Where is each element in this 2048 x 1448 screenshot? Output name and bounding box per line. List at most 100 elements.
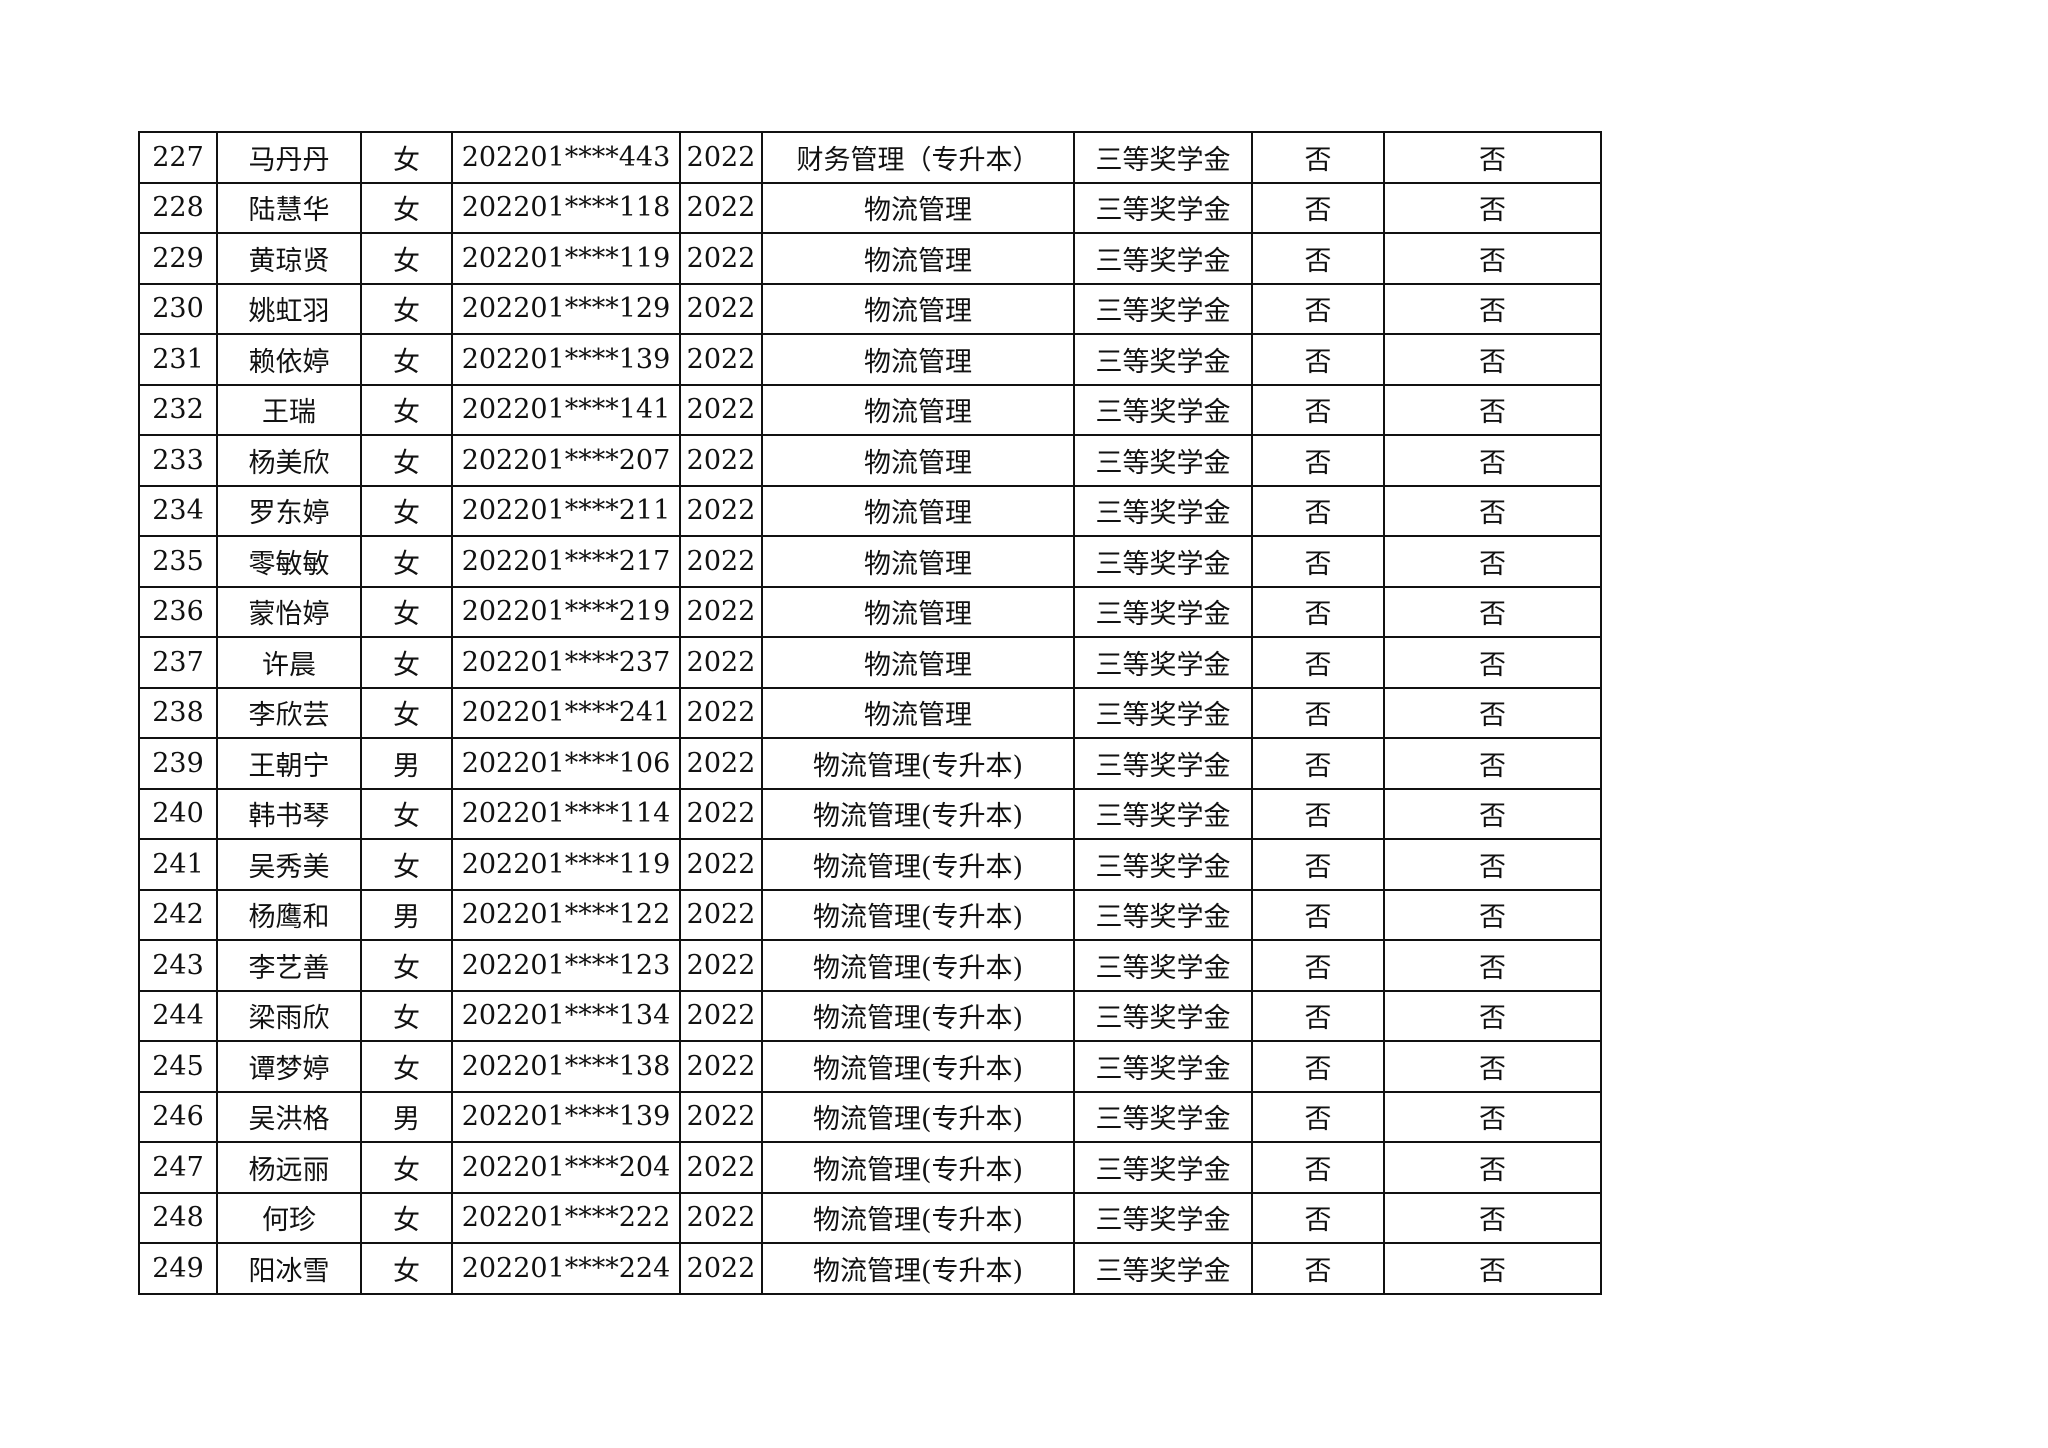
cell-student-id: 202201****114	[451, 787, 681, 840]
cell-student-id: 202201****138	[451, 1040, 681, 1093]
cell-field-b: 否	[1383, 383, 1602, 436]
cell-scholarship-level: 三等奖学金	[1073, 181, 1253, 234]
cell-student-name: 陆慧华	[216, 181, 362, 234]
cell-field-a: 否	[1251, 1090, 1385, 1143]
cell-student-name: 阳冰雪	[216, 1242, 362, 1295]
cell-student-id: 202201****129	[451, 282, 681, 335]
table-row: 245 谭梦婷女 202201****138 2022 物流管理(专升本) 三等奖学金否否	[138, 1040, 1602, 1093]
cell-student-name: 姚虹羽	[216, 282, 362, 335]
cell-major: 物流管理	[761, 636, 1075, 689]
table-row: 236 蒙怡婷女 202201****219 2022 物流管理 三等奖学金否否	[138, 585, 1602, 638]
cell-student-name: 零敏敏	[216, 535, 362, 588]
cell-row-number: 230	[138, 282, 218, 335]
cell-student-name: 黄琼贤	[216, 232, 362, 285]
cell-field-a: 否	[1251, 686, 1385, 739]
cell-field-a: 否	[1251, 333, 1385, 386]
cell-student-name: 李欣芸	[216, 686, 362, 739]
cell-scholarship-level: 三等奖学金	[1073, 333, 1253, 386]
cell-row-number: 243	[138, 939, 218, 992]
cell-row-number: 242	[138, 888, 218, 941]
cell-field-b: 否	[1383, 333, 1602, 386]
cell-scholarship-level: 三等奖学金	[1073, 888, 1253, 941]
cell-field-b: 否	[1383, 232, 1602, 285]
cell-gender: 女	[360, 1191, 453, 1244]
table-row: 237 许晨女 202201****237 2022 物流管理 三等奖学金否否	[138, 636, 1602, 689]
cell-student-name: 杨鹰和	[216, 888, 362, 941]
cell-grade-year: 2022	[679, 131, 763, 184]
cell-major: 物流管理	[761, 383, 1075, 436]
cell-scholarship-level: 三等奖学金	[1073, 939, 1253, 992]
table-row: 249 阳冰雪女 202201****224 2022 物流管理(专升本) 三等奖学金否否	[138, 1242, 1602, 1295]
cell-scholarship-level: 三等奖学金	[1073, 737, 1253, 790]
cell-grade-year: 2022	[679, 181, 763, 234]
cell-row-number: 241	[138, 838, 218, 891]
table-row: 242 杨鹰和男 202201****122 2022 物流管理(专升本) 三等奖学金否否	[138, 888, 1602, 941]
cell-grade-year: 2022	[679, 1242, 763, 1295]
cell-student-id: 202201****204	[451, 1141, 681, 1194]
cell-row-number: 237	[138, 636, 218, 689]
cell-major: 物流管理(专升本)	[761, 1040, 1075, 1093]
cell-field-b: 否	[1383, 838, 1602, 891]
cell-gender: 女	[360, 939, 453, 992]
cell-field-a: 否	[1251, 585, 1385, 638]
cell-field-a: 否	[1251, 1191, 1385, 1244]
cell-row-number: 236	[138, 585, 218, 638]
cell-major: 物流管理(专升本)	[761, 1090, 1075, 1143]
cell-gender: 女	[360, 636, 453, 689]
cell-field-a: 否	[1251, 838, 1385, 891]
cell-field-b: 否	[1383, 484, 1602, 537]
cell-student-id: 202201****237	[451, 636, 681, 689]
cell-gender: 女	[360, 1141, 453, 1194]
table-row: 227 马丹丹女 202201****443 2022 财务管理（专升本） 三等奖学金否否	[138, 131, 1602, 184]
cell-student-id: 202201****134	[451, 989, 681, 1042]
table-row: 244 梁雨欣女 202201****134 2022 物流管理(专升本) 三等奖学金否否	[138, 989, 1602, 1042]
table-body: 227 马丹丹女 202201****443 2022 财务管理（专升本） 三等奖学金否否…	[138, 131, 1602, 1295]
cell-field-a: 否	[1251, 535, 1385, 588]
cell-gender: 女	[360, 383, 453, 436]
cell-field-a: 否	[1251, 1242, 1385, 1295]
cell-major: 物流管理	[761, 333, 1075, 386]
cell-field-a: 否	[1251, 181, 1385, 234]
cell-student-name: 赖依婷	[216, 333, 362, 386]
cell-student-id: 202201****118	[451, 181, 681, 234]
cell-field-a: 否	[1251, 787, 1385, 840]
cell-major: 物流管理(专升本)	[761, 888, 1075, 941]
cell-row-number: 249	[138, 1242, 218, 1295]
table-row: 240 韩书琴女 202201****114 2022 物流管理(专升本) 三等奖学金否否	[138, 787, 1602, 840]
cell-scholarship-level: 三等奖学金	[1073, 282, 1253, 335]
table-row: 232 王瑞女 202201****141 2022 物流管理 三等奖学金否否	[138, 383, 1602, 436]
cell-major: 物流管理(专升本)	[761, 1242, 1075, 1295]
cell-student-name: 何珍	[216, 1191, 362, 1244]
cell-gender: 女	[360, 484, 453, 537]
table-row: 241 吴秀美女 202201****119 2022 物流管理(专升本) 三等奖学金否否	[138, 838, 1602, 891]
cell-field-b: 否	[1383, 1191, 1602, 1244]
cell-major: 物流管理	[761, 686, 1075, 739]
cell-scholarship-level: 三等奖学金	[1073, 585, 1253, 638]
cell-field-b: 否	[1383, 1242, 1602, 1295]
cell-grade-year: 2022	[679, 888, 763, 941]
table-row: 231 赖依婷女 202201****139 2022 物流管理 三等奖学金否否	[138, 333, 1602, 386]
cell-student-name: 吴洪格	[216, 1090, 362, 1143]
cell-row-number: 227	[138, 131, 218, 184]
cell-field-b: 否	[1383, 989, 1602, 1042]
cell-field-a: 否	[1251, 989, 1385, 1042]
cell-field-a: 否	[1251, 484, 1385, 537]
table-row: 239 王朝宁男 202201****106 2022 物流管理(专升本) 三等奖学金否否	[138, 737, 1602, 790]
scholarship-table: 227 马丹丹女 202201****443 2022 财务管理（专升本） 三等奖学金否否…	[138, 131, 1602, 1295]
cell-student-id: 202201****139	[451, 1090, 681, 1143]
cell-scholarship-level: 三等奖学金	[1073, 1090, 1253, 1143]
cell-scholarship-level: 三等奖学金	[1073, 484, 1253, 537]
cell-grade-year: 2022	[679, 939, 763, 992]
cell-grade-year: 2022	[679, 636, 763, 689]
cell-grade-year: 2022	[679, 787, 763, 840]
cell-field-a: 否	[1251, 383, 1385, 436]
cell-gender: 男	[360, 888, 453, 941]
cell-major: 物流管理	[761, 181, 1075, 234]
cell-student-id: 202201****141	[451, 383, 681, 436]
cell-grade-year: 2022	[679, 1090, 763, 1143]
cell-grade-year: 2022	[679, 282, 763, 335]
cell-scholarship-level: 三等奖学金	[1073, 131, 1253, 184]
cell-field-b: 否	[1383, 1040, 1602, 1093]
cell-major: 物流管理	[761, 484, 1075, 537]
cell-field-a: 否	[1251, 434, 1385, 487]
